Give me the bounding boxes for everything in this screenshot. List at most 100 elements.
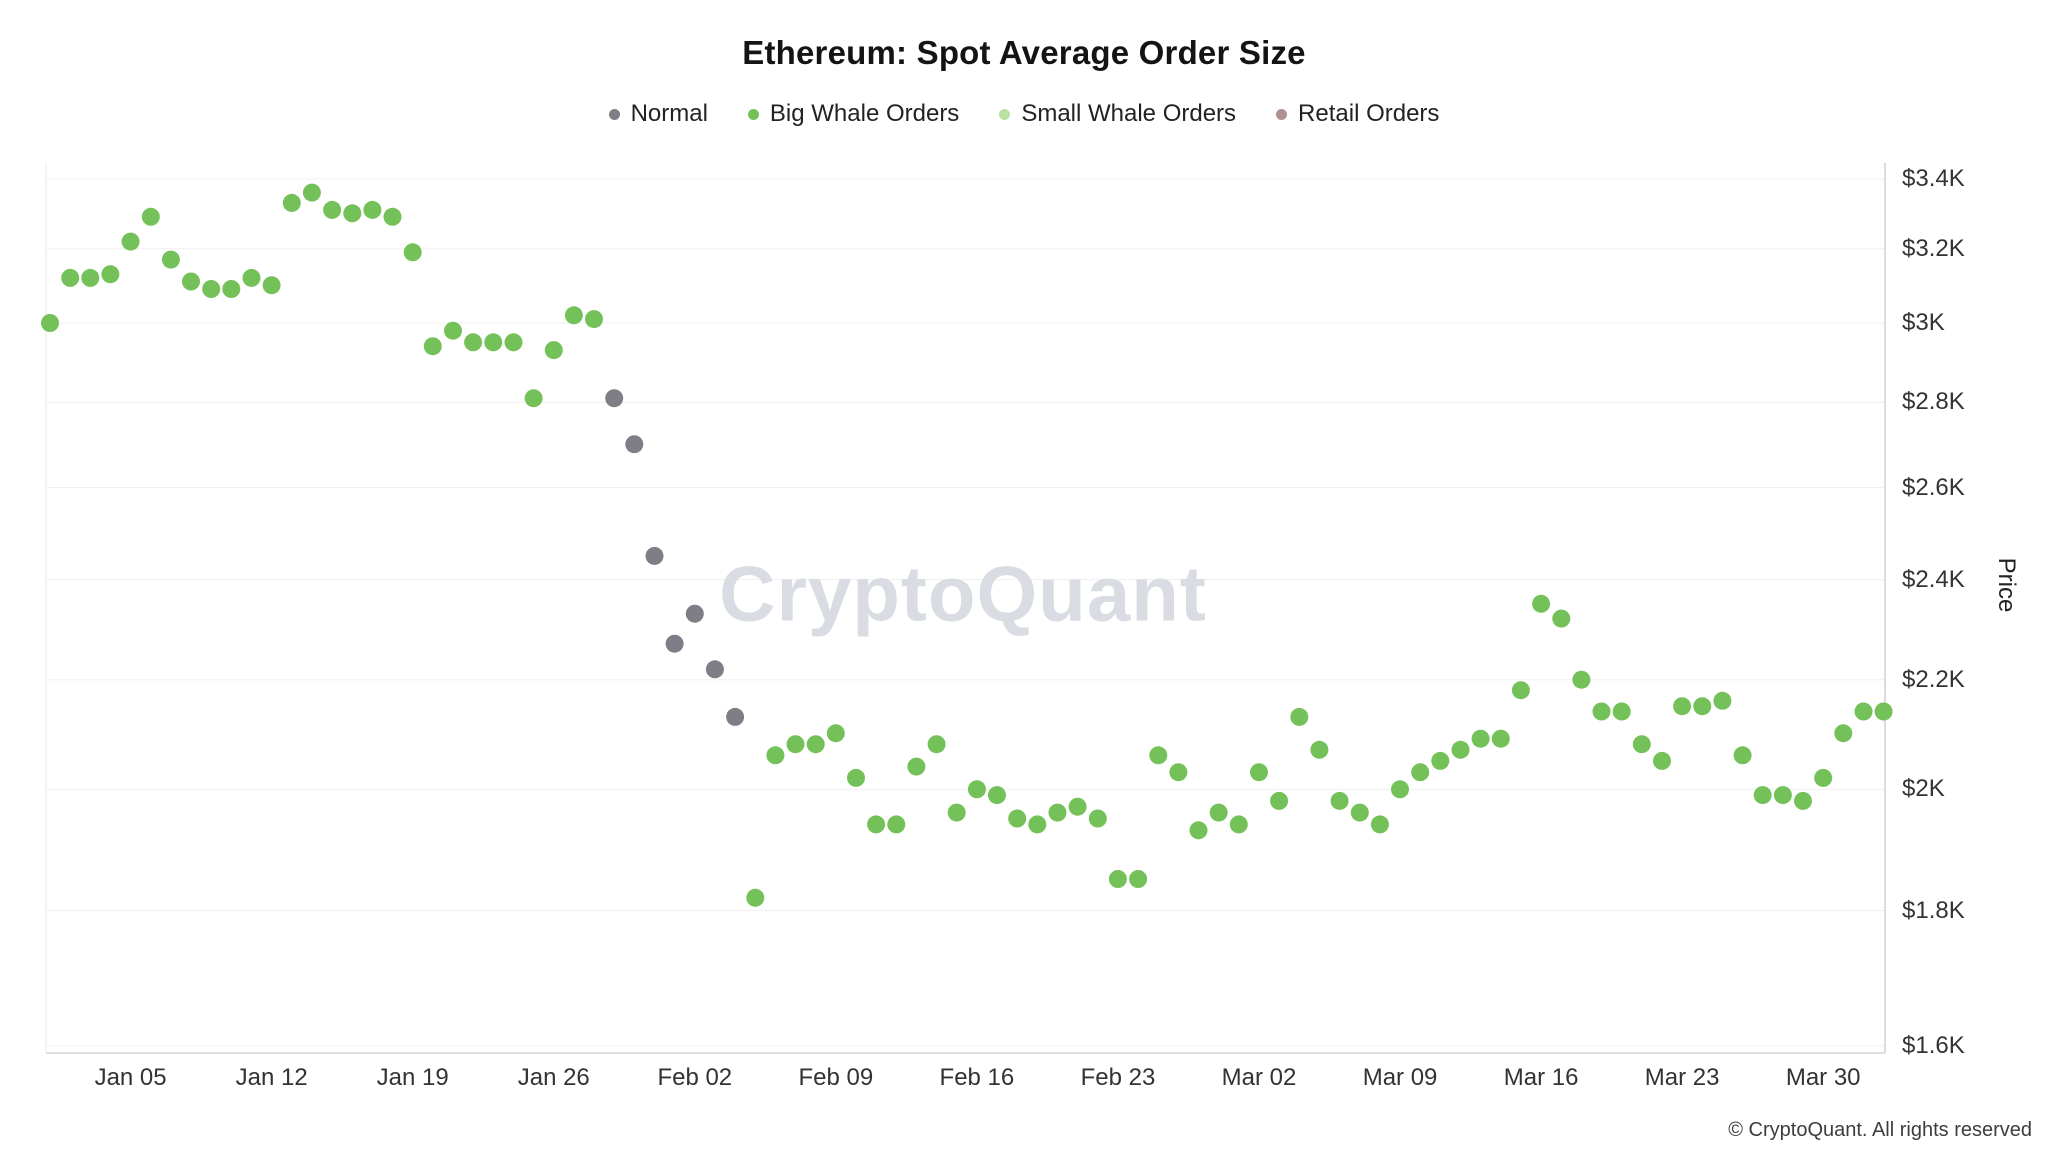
chart-title: Ethereum: Spot Average Order Size [742, 34, 1306, 71]
data-point[interactable] [1028, 815, 1047, 834]
data-point[interactable] [1411, 763, 1430, 782]
data-point[interactable] [786, 735, 805, 754]
data-point[interactable] [988, 786, 1006, 805]
data-point[interactable] [1451, 740, 1470, 759]
data-point[interactable] [323, 200, 342, 219]
data-point[interactable] [1612, 702, 1631, 721]
data-point[interactable] [1108, 870, 1127, 888]
legend-item-small-whale-orders[interactable]: Small Whale Orders [999, 100, 1236, 128]
data-point[interactable] [423, 337, 442, 356]
data-point[interactable] [1834, 724, 1853, 743]
data-point[interactable] [1048, 803, 1067, 822]
data-point[interactable] [524, 389, 543, 408]
data-point[interactable] [403, 243, 422, 262]
data-point[interactable] [1491, 729, 1510, 748]
data-point[interactable] [564, 306, 583, 325]
legend-item-big-whale-orders[interactable]: Big Whale Orders [747, 100, 959, 128]
data-point[interactable] [444, 321, 462, 340]
legend-item-normal[interactable]: Normal [608, 100, 708, 128]
data-point[interactable] [81, 268, 100, 287]
data-point[interactable] [967, 780, 986, 799]
data-point[interactable] [544, 341, 563, 360]
data-point[interactable] [61, 268, 80, 287]
data-point[interactable] [504, 333, 523, 352]
copyright-footer: © CryptoQuant. All rights reserved [1728, 1119, 2032, 1141]
data-point[interactable] [1149, 746, 1168, 765]
data-point[interactable] [705, 660, 724, 679]
data-point[interactable] [1129, 870, 1148, 888]
data-point[interactable] [1229, 815, 1248, 834]
data-point[interactable] [685, 604, 704, 623]
data-point[interactable] [887, 815, 906, 834]
legend-item-retail-orders[interactable]: Retail Orders [1276, 100, 1439, 128]
data-point[interactable] [1773, 786, 1792, 805]
data-point[interactable] [242, 268, 261, 287]
data-point[interactable] [766, 746, 785, 765]
data-point[interactable] [1370, 815, 1389, 834]
data-point[interactable] [1169, 763, 1188, 782]
data-point[interactable] [1391, 780, 1409, 799]
data-point[interactable] [927, 735, 946, 754]
data-point[interactable] [1673, 697, 1692, 716]
data-point[interactable] [867, 815, 886, 834]
data-point[interactable] [1511, 681, 1530, 700]
data-point[interactable] [484, 333, 503, 352]
data-point[interactable] [41, 314, 59, 332]
data-point[interactable] [1330, 791, 1349, 810]
data-point[interactable] [907, 757, 926, 776]
data-point[interactable] [625, 435, 644, 454]
data-point[interactable] [464, 333, 483, 352]
data-point[interactable] [1310, 740, 1329, 759]
data-point[interactable] [1733, 746, 1752, 765]
data-point[interactable] [343, 204, 362, 223]
data-point[interactable] [121, 232, 140, 251]
data-point[interactable] [101, 265, 120, 284]
data-point[interactable] [282, 193, 301, 212]
data-point[interactable] [947, 803, 966, 822]
data-point[interactable] [1250, 763, 1268, 782]
data-point[interactable] [826, 724, 845, 743]
data-point[interactable] [746, 888, 765, 907]
data-point[interactable] [161, 250, 180, 269]
data-point[interactable] [847, 768, 865, 787]
data-point[interactable] [726, 707, 745, 726]
data-point[interactable] [202, 280, 221, 298]
data-point[interactable] [585, 310, 603, 329]
data-point[interactable] [141, 207, 160, 226]
data-point[interactable] [665, 634, 684, 653]
data-point[interactable] [1552, 609, 1571, 628]
data-point[interactable] [363, 200, 382, 219]
data-point[interactable] [645, 546, 664, 565]
data-point[interactable] [1068, 797, 1087, 816]
data-point[interactable] [1854, 702, 1873, 721]
data-point[interactable] [302, 183, 321, 202]
data-point[interactable] [1753, 786, 1772, 805]
data-point[interactable] [1653, 751, 1671, 770]
data-point[interactable] [383, 207, 402, 226]
data-point[interactable] [1189, 821, 1208, 840]
legend: Normal Big Whale Orders Small Whale Orders… [0, 100, 2048, 128]
data-point[interactable] [1290, 707, 1309, 726]
data-point[interactable] [1814, 768, 1833, 787]
data-point[interactable] [1572, 670, 1591, 689]
x-tick-label: Mar 02 [1221, 1064, 1297, 1091]
data-point[interactable] [1693, 697, 1712, 716]
data-point[interactable] [1209, 803, 1228, 822]
data-point[interactable] [1632, 735, 1651, 754]
data-point[interactable] [222, 280, 241, 298]
data-point[interactable] [1713, 691, 1732, 710]
data-point[interactable] [262, 276, 281, 295]
data-point[interactable] [1592, 702, 1611, 721]
data-point[interactable] [1471, 729, 1490, 748]
data-point[interactable] [1088, 809, 1107, 828]
data-point[interactable] [182, 272, 200, 291]
data-point[interactable] [1874, 702, 1893, 721]
data-point[interactable] [1008, 809, 1027, 828]
data-point[interactable] [1350, 803, 1369, 822]
data-point[interactable] [1270, 791, 1289, 810]
data-point[interactable] [605, 389, 624, 408]
data-point[interactable] [806, 735, 825, 754]
data-point[interactable] [1431, 751, 1450, 770]
data-point[interactable] [1794, 791, 1812, 810]
data-point[interactable] [1532, 594, 1551, 613]
